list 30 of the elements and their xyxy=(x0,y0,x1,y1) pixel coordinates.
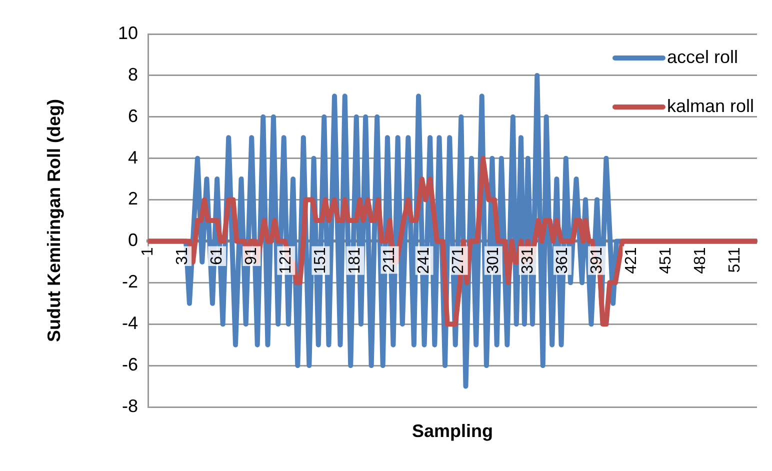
y-tick-label: 2 xyxy=(128,188,138,209)
x-tick-label: 331 xyxy=(519,247,536,274)
y-tick-label: 10 xyxy=(118,22,138,43)
x-tick-label: 151 xyxy=(312,247,330,274)
y-tick-label: -4 xyxy=(122,313,138,334)
x-tick-label: 31 xyxy=(174,247,191,266)
x-tick-label: 301 xyxy=(484,247,502,274)
y-axis-title: Sudut Kemiringan Roll (deg) xyxy=(44,99,64,342)
x-tick-label: 481 xyxy=(692,247,709,274)
y-tick-label: 8 xyxy=(128,64,138,84)
y-tick-label: 6 xyxy=(128,106,138,126)
legend-label: kalman roll xyxy=(666,96,754,116)
y-tick-label: -6 xyxy=(122,354,138,375)
x-tick-label: 511 xyxy=(726,247,744,273)
x-tick-label: 91 xyxy=(243,247,260,266)
y-tick-label: -2 xyxy=(122,272,138,292)
x-tick-label: 241 xyxy=(416,247,433,274)
y-tick-label: 4 xyxy=(128,147,138,168)
x-tick-label: 1 xyxy=(139,247,156,256)
x-tick-label: 61 xyxy=(208,247,226,266)
x-tick-label: 271 xyxy=(450,247,468,274)
legend-label: accel roll xyxy=(666,46,738,67)
x-tick-label: 361 xyxy=(554,247,571,274)
x-tick-label: 181 xyxy=(346,247,364,274)
y-tick-label: 0 xyxy=(128,230,138,250)
x-tick-label: 211 xyxy=(381,247,398,273)
x-tick-label: 421 xyxy=(622,247,640,274)
y-tick-label: -8 xyxy=(122,396,138,416)
x-axis-title: Sampling xyxy=(412,420,494,441)
x-tick-label: 451 xyxy=(657,247,674,274)
